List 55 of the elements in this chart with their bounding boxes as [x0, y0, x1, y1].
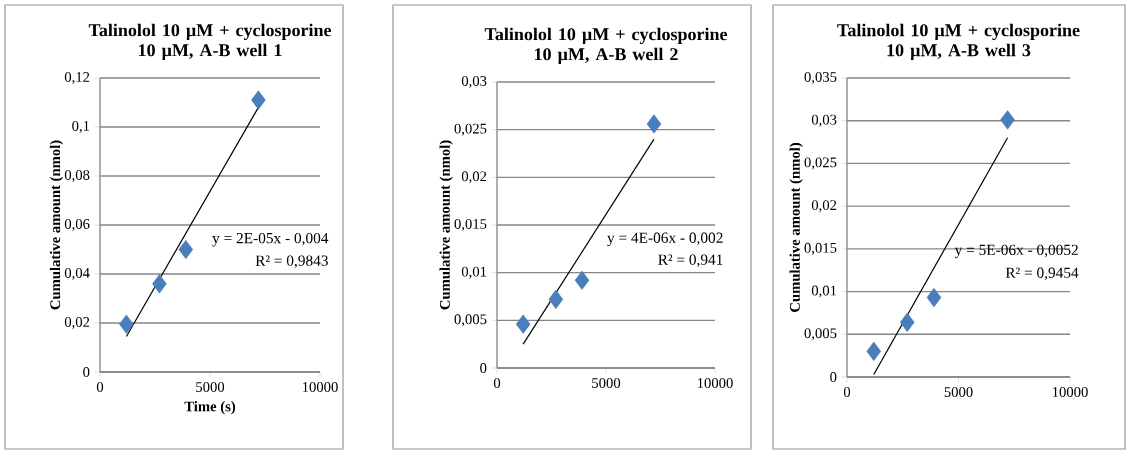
point — [178, 239, 194, 260]
y-tick-label: 0,005 — [804, 328, 837, 341]
point — [548, 289, 564, 309]
x-axis-title: Time (s) — [184, 401, 236, 415]
point — [251, 90, 266, 110]
chart-title: Talinolol 10 µM + cyclosporine 10 µM, A-B well 1 — [88, 23, 332, 60]
y-tick-label: 0,025 — [454, 123, 487, 136]
point — [119, 314, 134, 334]
y-tick-label: 0,1 — [72, 121, 90, 134]
y-tick-label: 0,025 — [804, 157, 837, 170]
point — [515, 314, 531, 334]
point — [899, 312, 915, 332]
chart-title: Talinolol 10 µM + cyclosporine 10 µM, A-B well 2 — [484, 27, 728, 64]
y-tick-label: 0,03 — [811, 114, 837, 127]
x-tick-label: 10000 — [302, 382, 338, 392]
x-tick-label: 0 — [96, 382, 104, 392]
y-tick-label: 0,04 — [64, 268, 90, 281]
point — [574, 270, 590, 290]
x-tick-label: 5000 — [592, 378, 621, 388]
y-tick-label: 0,12 — [64, 72, 90, 85]
x-tick-label: 0 — [493, 378, 501, 388]
y-tick-label: 0 — [480, 363, 487, 373]
y-tick-label: 0,015 — [454, 219, 487, 232]
chart-title: Talinolol 10 µM + cyclosporine 10 µM, A-B well 3 — [837, 23, 1080, 60]
x-tick-label: 0 — [843, 387, 851, 397]
y-axis-title: Cumulative amount (nmol) — [49, 140, 64, 310]
x-tick-label: 5000 — [196, 382, 225, 392]
x-tick-label: 10000 — [1052, 387, 1088, 397]
y-axis-title: Cumulative amount (nmol) — [439, 140, 453, 310]
y-axis-title: Cumulative amount (nmol) — [789, 143, 803, 312]
y-tick-label: 0 — [83, 367, 90, 377]
y-tick-label: 0,035 — [804, 72, 837, 85]
y-tick-label: 0,03 — [461, 76, 487, 89]
y-tick-label: 0,02 — [461, 171, 487, 184]
x-tick-label: 10000 — [697, 378, 733, 388]
annotation: R² = 0,9843 — [255, 255, 328, 269]
y-tick-label: 0,02 — [64, 317, 90, 330]
y-tick-label: 0,06 — [64, 219, 90, 232]
y-tick-label: 0,015 — [804, 242, 837, 255]
point — [866, 341, 882, 361]
y-tick-label: 0,005 — [454, 314, 487, 327]
point — [1000, 110, 1015, 130]
point — [152, 274, 167, 294]
annotation: R² = 0,941 — [658, 254, 723, 268]
x-tick-label: 5000 — [944, 387, 973, 397]
point — [926, 287, 942, 308]
annotation: y = 2E-05x - 0,004 — [212, 232, 329, 247]
annotation: y = 4E-06x - 0,002 — [607, 232, 723, 247]
point — [646, 114, 662, 134]
annotation: y = 5E-06x - 0,0052 — [954, 244, 1078, 259]
y-tick-label: 0,02 — [811, 200, 837, 213]
annotation: R² = 0,9454 — [1005, 267, 1079, 281]
y-tick-label: 0,01 — [811, 285, 837, 298]
y-tick-label: 0,01 — [461, 266, 487, 279]
y-tick-label: 0,08 — [64, 170, 90, 183]
